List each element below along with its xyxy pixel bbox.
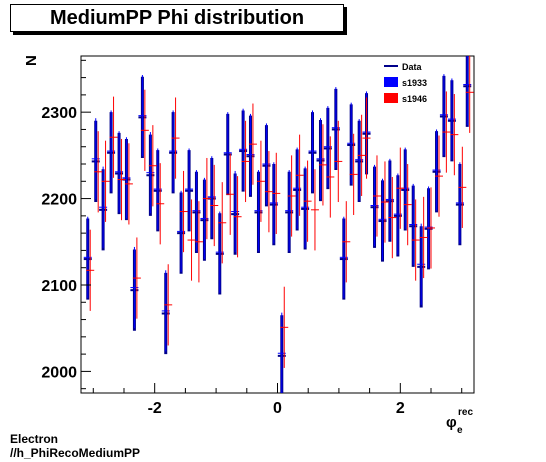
x-tick-label: -2 xyxy=(148,400,162,417)
x-axis-label-sup: rec xyxy=(458,407,473,418)
legend-swatch-s1933 xyxy=(384,77,398,87)
chart-marks xyxy=(83,56,474,393)
y-tick-label: 2000 xyxy=(41,364,77,381)
x-axis-label-sub: e xyxy=(457,425,463,436)
footer-line-1: Electron xyxy=(10,432,59,446)
y-tick-label: 2100 xyxy=(41,278,77,295)
legend-swatch-s1946 xyxy=(384,93,398,103)
x-tick-label: 0 xyxy=(273,400,282,417)
title-box: MediumPP Phi distribution xyxy=(10,4,344,32)
legend-label: s1933 xyxy=(402,78,427,88)
axes: -2 0 2 2000 2100 2200 2300 xyxy=(41,59,463,417)
x-axis-label: φ rec e xyxy=(446,407,473,436)
legend-label: s1946 xyxy=(402,94,427,104)
y-axis-label: N xyxy=(23,55,40,66)
plot-frame xyxy=(80,55,475,394)
y-tick-label: 2300 xyxy=(41,105,77,122)
legend: Data s1933 s1946 xyxy=(384,62,427,104)
legend-label: Data xyxy=(402,62,423,72)
chart-title: MediumPP Phi distribution xyxy=(49,7,305,29)
y-tick-label: 2200 xyxy=(41,192,77,209)
x-tick-label: 2 xyxy=(396,400,405,417)
x-axis-label-main: φ xyxy=(446,414,457,431)
footer-line-2: //h_PhiRecoMediumPP xyxy=(10,446,141,460)
